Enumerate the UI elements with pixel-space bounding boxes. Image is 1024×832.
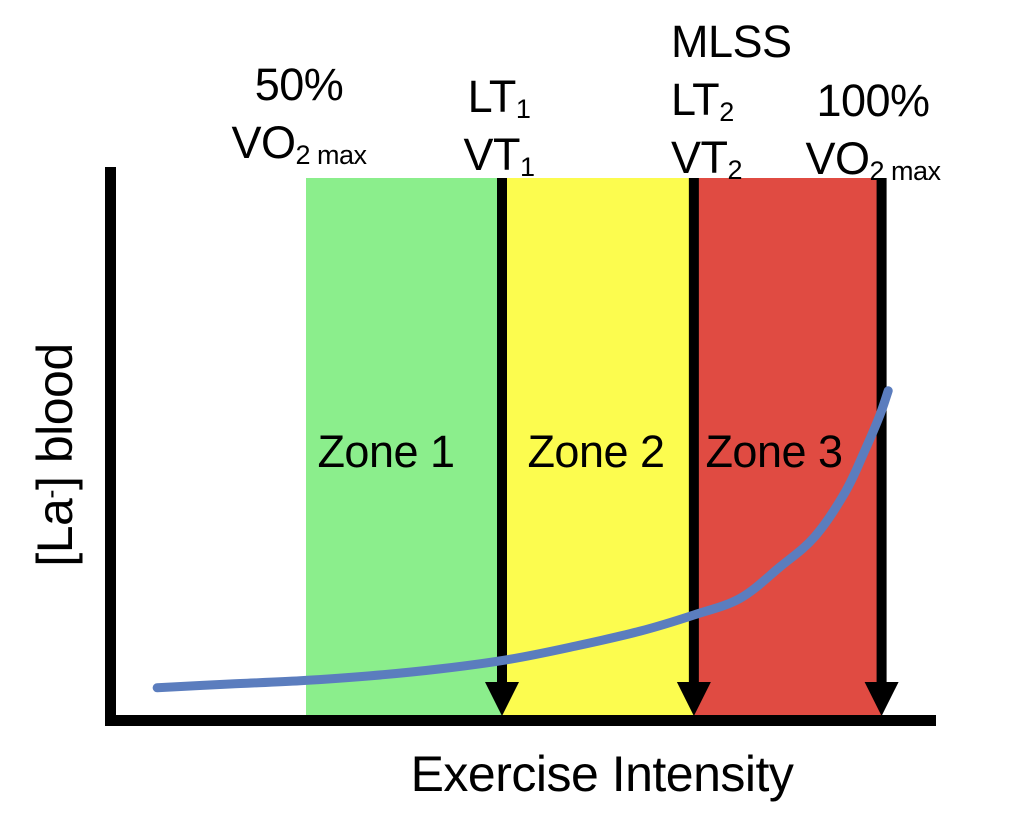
marker-label-line: VO2 max	[231, 117, 367, 171]
threshold-line-lt1	[484, 178, 519, 716]
marker-label-line: VT2	[671, 132, 743, 186]
threshold-line-shaft	[688, 178, 699, 686]
zone-3-area	[693, 178, 882, 716]
threshold-line-100pct	[864, 178, 899, 716]
threshold-line-lt2	[676, 178, 711, 716]
marker-label-100pct-vo2max: 100% VO2 max	[805, 75, 941, 191]
x-axis-title: Exercise Intensity	[410, 746, 794, 802]
y-axis-title: [La-] blood	[27, 343, 83, 567]
x-axis	[105, 715, 936, 726]
down-arrow-icon	[484, 682, 519, 716]
zone-2-label: Zone 2	[527, 426, 665, 477]
down-arrow-icon	[676, 682, 711, 716]
marker-label-50pct-vo2max: 50% VO2 max	[231, 59, 367, 175]
marker-label-line: LT1	[467, 71, 531, 125]
marker-label-line: MLSS	[671, 16, 792, 67]
zone-areas	[305, 178, 882, 716]
down-arrow-icon	[864, 682, 899, 716]
zone-3-label: Zone 3	[705, 426, 843, 477]
zone-1-area	[305, 178, 502, 716]
threshold-lines	[484, 178, 899, 716]
zone-1-label: Zone 1	[317, 426, 455, 477]
y-axis	[105, 167, 116, 726]
marker-label-line: VO2 max	[805, 133, 941, 187]
threshold-line-shaft	[496, 178, 507, 686]
marker-label-lt1-vt1: LT1 VT1	[463, 71, 535, 187]
marker-label-line: 100%	[816, 75, 930, 126]
marker-label-mlss-lt2-vt2: MLSS LT2 VT2	[671, 16, 792, 190]
marker-label-line: 50%	[254, 59, 344, 110]
marker-label-line: VT1	[463, 129, 535, 183]
marker-label-line: LT2	[671, 74, 734, 128]
threshold-line-shaft	[876, 178, 887, 686]
lactate-curve	[152, 386, 893, 693]
